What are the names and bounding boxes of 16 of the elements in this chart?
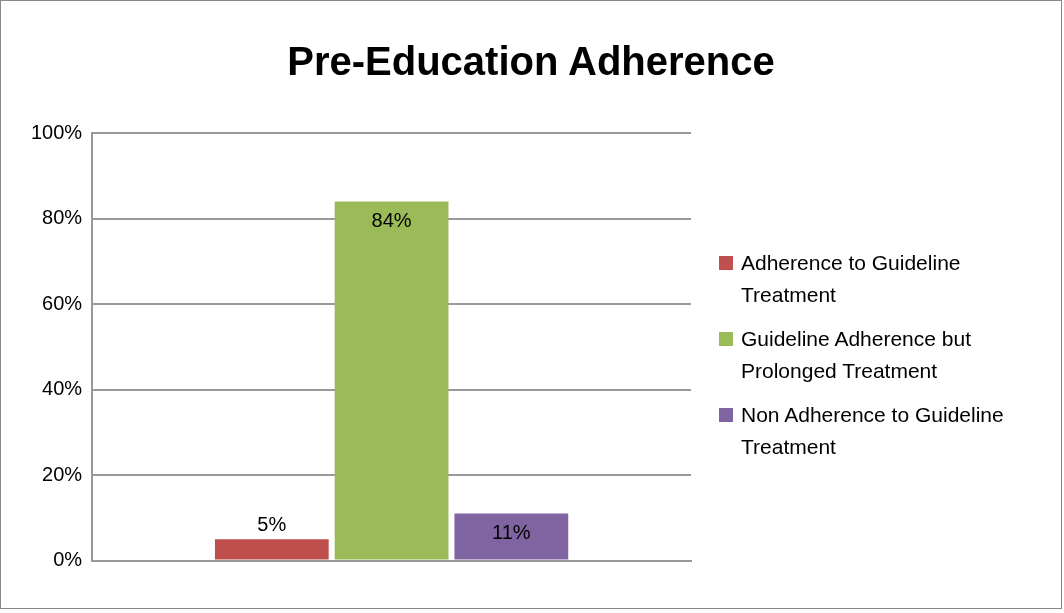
bar — [454, 513, 569, 560]
y-tick-label: 100% — [31, 120, 83, 143]
y-tick-label: 80% — [42, 206, 83, 229]
chart-title: Pre-Education Adherence — [286, 39, 776, 84]
y-tick-label: 40% — [42, 377, 83, 400]
y-tick-label: 0% — [53, 548, 83, 571]
bar — [334, 201, 449, 560]
y-tick-label: 20% — [42, 462, 83, 485]
data-label: 5% — [257, 512, 287, 535]
legend-label: Guideline Adherence but Prolonged Treatment — [741, 326, 972, 384]
bar — [214, 539, 329, 560]
y-tick-label: 60% — [42, 291, 83, 314]
legend-label: Adherence to Guideline Treatment — [741, 250, 962, 308]
data-label: 84% — [371, 208, 412, 231]
data-label: 11% — [492, 521, 531, 544]
legend-label: Non Adherence to Guideline Treatment — [741, 402, 1005, 460]
